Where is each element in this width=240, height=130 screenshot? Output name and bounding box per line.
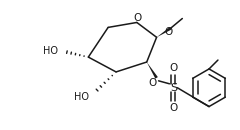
Text: HO: HO [43,46,58,56]
Text: O: O [169,63,178,73]
Text: O: O [134,12,142,22]
Polygon shape [157,27,171,37]
Text: HO: HO [74,92,89,102]
Text: O: O [164,27,173,37]
Text: O: O [149,78,157,88]
Text: S: S [170,83,177,93]
Text: O: O [169,103,178,113]
Polygon shape [147,62,158,79]
